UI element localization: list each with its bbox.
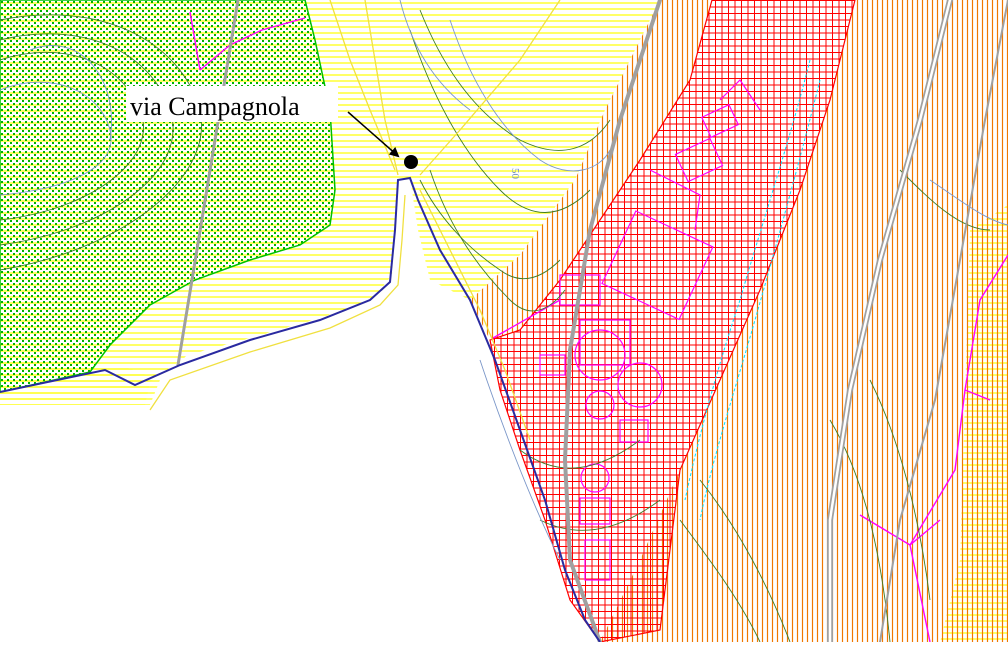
contour-elevation-label: 50 bbox=[509, 168, 521, 180]
building-outlines bbox=[539, 79, 761, 581]
location-label: via Campagnola bbox=[130, 92, 300, 121]
road-edges bbox=[149, 0, 561, 441]
location-label-backdrop bbox=[126, 86, 338, 122]
location-marker[interactable] bbox=[404, 155, 418, 169]
railway-lines bbox=[176, 0, 1008, 645]
location-arrow bbox=[347, 111, 400, 158]
orange-hatched-zone-west bbox=[470, 0, 712, 340]
contour-lines-blue bbox=[0, 0, 1008, 561]
stream-lines bbox=[684, 59, 821, 521]
contour-lines bbox=[0, 9, 991, 643]
road-via-campagnola[interactable] bbox=[0, 176, 601, 643]
boundary-lines bbox=[189, 11, 1008, 643]
